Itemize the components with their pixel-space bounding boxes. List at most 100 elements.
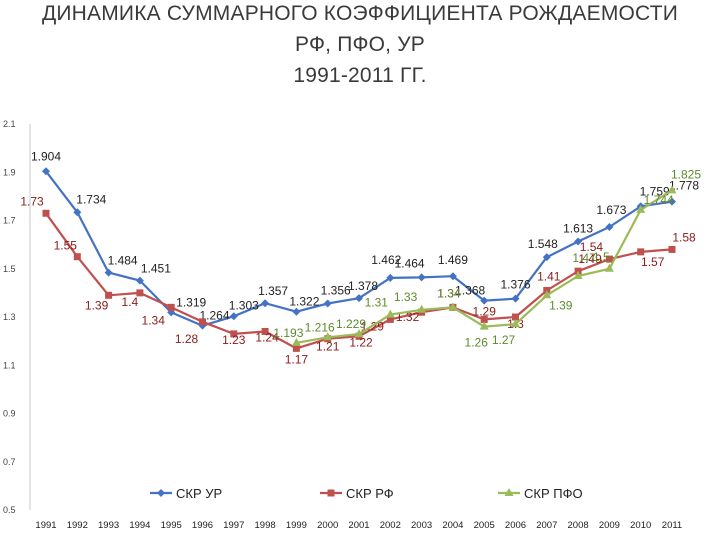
legend-marker — [157, 489, 165, 497]
data-point — [385, 309, 395, 318]
data-point — [511, 294, 520, 303]
y-tick-label: 2.1 — [3, 119, 16, 129]
data-point — [386, 315, 394, 323]
data-point — [542, 253, 551, 262]
data-point — [261, 299, 270, 308]
data-point — [605, 223, 614, 232]
data-label: 1.548 — [528, 237, 558, 251]
data-point — [637, 248, 645, 256]
data-label: 1.17 — [285, 352, 309, 366]
data-point — [573, 270, 583, 279]
data-point — [323, 299, 332, 308]
data-point — [417, 304, 427, 313]
data-point — [167, 303, 175, 311]
data-point — [105, 291, 113, 299]
data-point — [512, 313, 519, 321]
data-label: 1.24 — [255, 330, 279, 344]
series-line — [45, 170, 673, 327]
data-point — [291, 337, 301, 346]
data-point — [323, 332, 333, 341]
y-tick-label: 1.5 — [3, 264, 16, 274]
data-point — [230, 330, 238, 338]
data-point — [355, 294, 363, 303]
data-label: 1.744 — [644, 193, 674, 207]
data-point — [354, 329, 364, 338]
data-point — [73, 208, 82, 217]
data-label: 1.47 — [572, 251, 596, 265]
data-point — [480, 296, 489, 305]
data-label: 1.357 — [258, 284, 288, 298]
legend-label: СКР ПФО — [524, 486, 583, 501]
data-point — [636, 204, 646, 213]
data-point — [104, 268, 113, 277]
data-point — [417, 273, 426, 282]
data-point — [292, 344, 300, 352]
data-point — [229, 312, 238, 321]
data-label: 1.49 — [578, 252, 602, 266]
data-point — [668, 245, 676, 253]
data-label: 1.464 — [395, 256, 425, 270]
data-label: 1.31 — [365, 296, 389, 310]
data-point — [73, 253, 81, 261]
legend-marker — [504, 488, 514, 496]
data-label: 1.322 — [289, 295, 319, 309]
data-label: 1.613 — [563, 221, 593, 235]
legend-label: СКР РФ — [346, 486, 394, 501]
data-point — [292, 307, 301, 316]
data-point — [605, 255, 613, 263]
x-tick-label: 1996 — [192, 520, 213, 531]
y-tick-label: 1.7 — [3, 216, 16, 226]
data-label: 1.22 — [349, 335, 373, 349]
data-point — [448, 302, 458, 311]
x-tick-label: 2006 — [505, 520, 526, 531]
x-tick-label: 2000 — [317, 520, 338, 531]
x-tick-label: 1997 — [223, 520, 244, 531]
x-tick-label: 2007 — [536, 520, 557, 531]
data-label: 1.34 — [437, 286, 461, 300]
data-label: 1.23 — [222, 333, 246, 347]
data-label: 1.27 — [492, 333, 516, 347]
data-point — [511, 319, 520, 328]
data-label: 1.28 — [175, 332, 199, 346]
x-tick-label: 1992 — [67, 520, 88, 531]
data-label: 1.378 — [348, 279, 378, 293]
data-point — [667, 185, 677, 194]
x-tick-label: 2009 — [599, 520, 620, 531]
data-point — [542, 290, 552, 299]
data-label: 1.4 — [122, 295, 139, 309]
data-point — [261, 327, 269, 335]
data-label: 1.5 — [593, 250, 610, 264]
slide-title-line-2: РФ, ПФО, УР — [294, 33, 425, 56]
data-point — [135, 276, 144, 285]
data-label: 1.356 — [321, 283, 351, 297]
data-label: 1.451 — [141, 262, 171, 276]
x-tick-label: 1998 — [255, 520, 276, 531]
x-tick-label: 1994 — [129, 520, 150, 531]
data-label: 1.41 — [537, 269, 561, 283]
data-label: 1.29 — [473, 304, 497, 318]
data-label: 1.469 — [438, 253, 468, 267]
data-label: 1.734 — [76, 192, 106, 206]
x-tick-label: 2010 — [630, 520, 651, 531]
data-point — [668, 197, 676, 206]
data-point — [199, 318, 206, 326]
y-tick-label: 0.7 — [3, 457, 16, 467]
data-point — [136, 289, 144, 297]
data-label: 1.303 — [229, 298, 259, 312]
data-point — [604, 263, 614, 272]
data-label: 1.825 — [671, 167, 701, 181]
data-label: 1.778 — [669, 179, 699, 193]
data-label: 1.39 — [85, 298, 109, 312]
data-label: 1.21 — [316, 340, 340, 354]
data-label: 1.904 — [31, 149, 61, 163]
data-point — [479, 321, 489, 330]
x-tick-label: 2002 — [380, 520, 401, 531]
data-label: 1.55 — [54, 239, 78, 253]
data-label: 1.216 — [305, 320, 335, 334]
data-label: 1.368 — [455, 284, 485, 298]
data-label: 1.26 — [465, 336, 489, 350]
y-tick-label: 1.3 — [3, 312, 16, 322]
x-tick-label: 2005 — [474, 520, 495, 531]
x-tick-label: 1995 — [161, 520, 182, 531]
y-tick-label: 0.5 — [3, 505, 16, 515]
